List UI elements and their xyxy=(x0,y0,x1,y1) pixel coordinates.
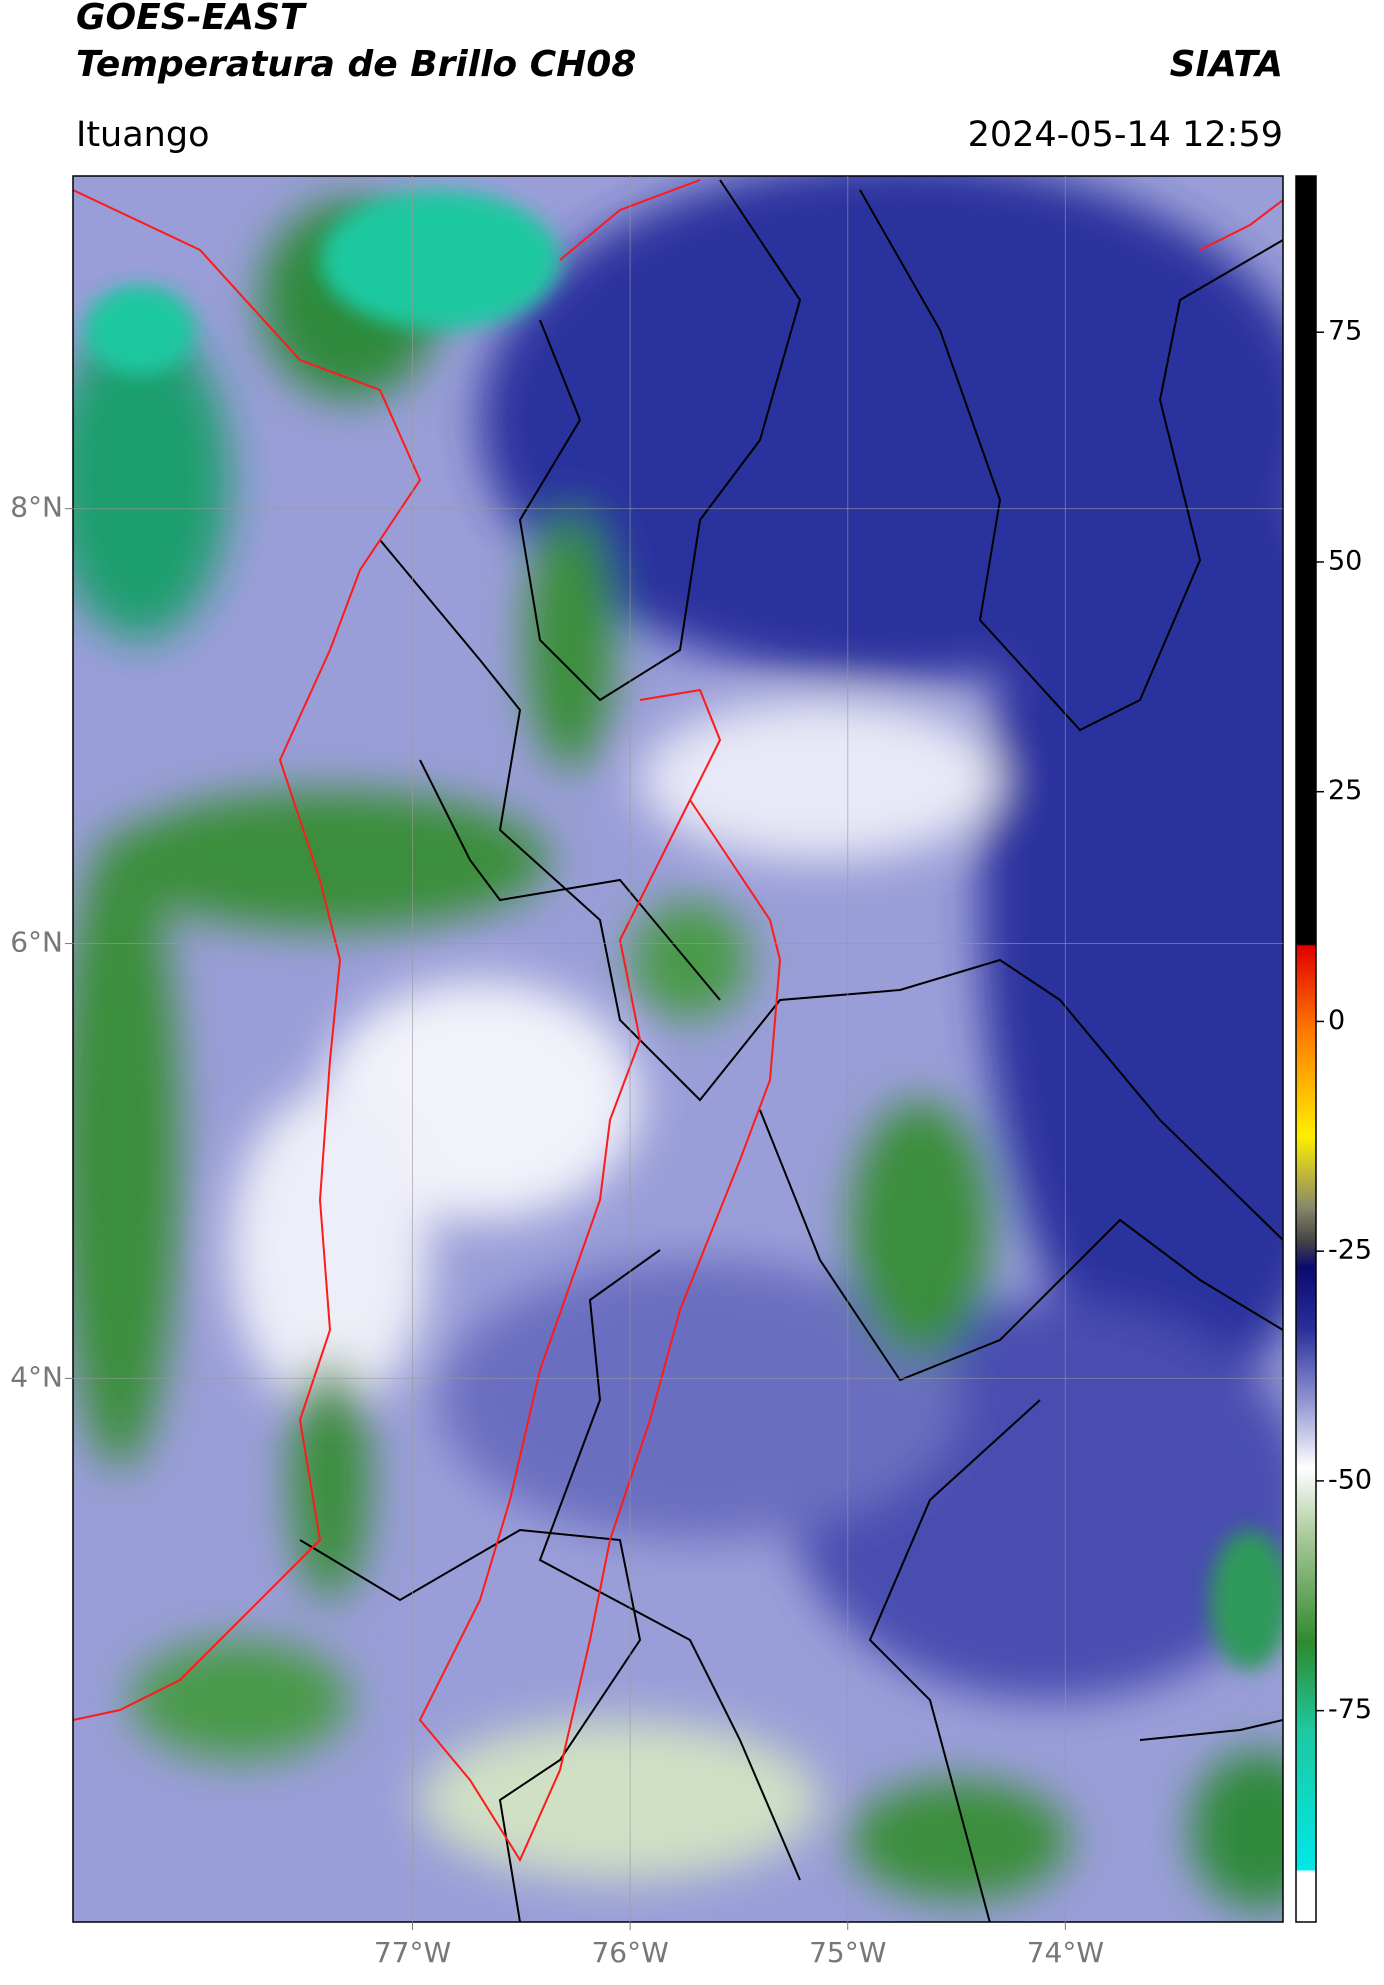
colorbar-tick-label: -75 xyxy=(1328,1694,1372,1725)
map-frame xyxy=(72,175,1284,1923)
y-tick-label: 6°N xyxy=(10,926,63,959)
colorbar xyxy=(1295,175,1317,1923)
x-tick-label: 75°W xyxy=(809,1936,886,1969)
colorbar-tick-label: 75 xyxy=(1328,316,1362,347)
colorbar-tick-label: -50 xyxy=(1328,1464,1372,1495)
x-tick-label: 74°W xyxy=(1027,1936,1104,1969)
title: GOES-EAST xyxy=(76,0,307,38)
y-tick-label: 8°N xyxy=(10,491,63,524)
satellite-image xyxy=(73,176,1283,1922)
y-tick-label: 4°N xyxy=(10,1360,63,1393)
x-tick-label: 77°W xyxy=(374,1936,451,1969)
timestamp: 2024-05-14 12:59 xyxy=(968,115,1283,155)
colorbar-tick-label: 25 xyxy=(1328,775,1362,806)
location: Ituango xyxy=(76,115,210,155)
colorbar-tick-label: 50 xyxy=(1328,545,1362,576)
source: SIATA xyxy=(1170,44,1283,85)
colorbar-tick-label: 0 xyxy=(1328,1005,1345,1036)
subtitle: Temperatura de Brillo CH08 xyxy=(76,44,636,85)
colorbar-tick-label: -25 xyxy=(1328,1235,1372,1266)
x-tick-label: 76°W xyxy=(591,1936,668,1969)
